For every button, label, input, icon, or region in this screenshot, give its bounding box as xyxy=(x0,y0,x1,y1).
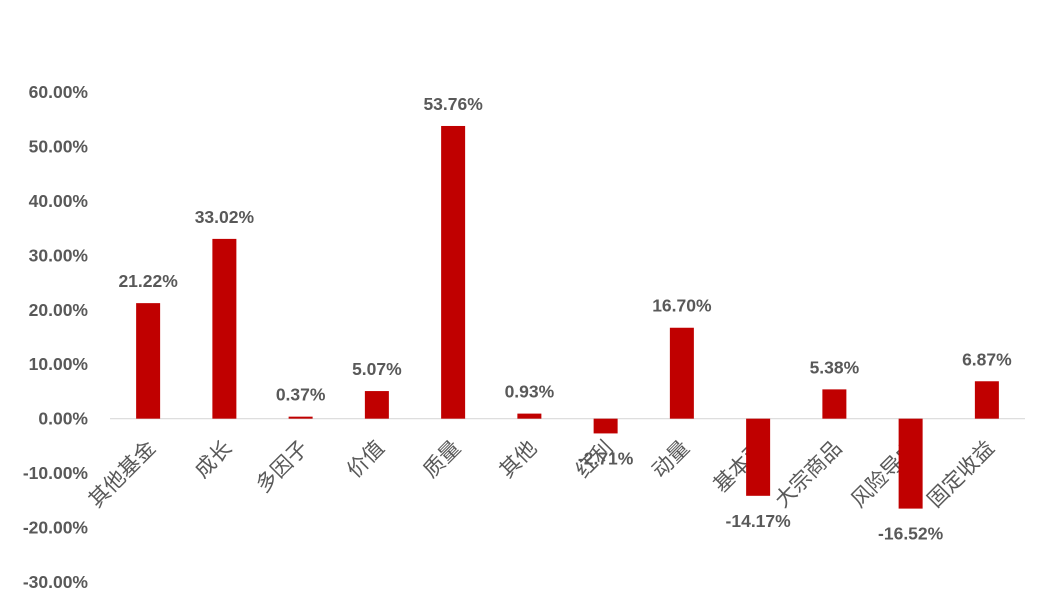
bars xyxy=(136,125,999,509)
y-tick-label: -10.00% xyxy=(23,463,89,483)
bar xyxy=(746,418,771,496)
y-tick-label: 50.00% xyxy=(29,136,89,156)
data-label: 5.38% xyxy=(810,357,860,377)
data-label: -2.71% xyxy=(578,448,634,468)
bar xyxy=(898,418,923,509)
data-label: -16.52% xyxy=(878,524,944,544)
data-label: 16.70% xyxy=(652,296,712,316)
bar xyxy=(364,391,389,419)
bar xyxy=(669,327,694,419)
data-label: 21.22% xyxy=(118,271,178,291)
bar xyxy=(517,413,542,419)
data-label: 6.87% xyxy=(962,349,1012,369)
y-axis-tick-labels: 60.00% 50.00% 40.00% 30.00% 20.00% 10.00% 0.00… xyxy=(23,82,89,592)
y-tick-label: -30.00% xyxy=(23,572,89,592)
data-labels: 21.22% 33.02% 0.37% 5.07% 53.76% 0.93% -2.71% 1… xyxy=(118,94,1012,544)
data-label: -14.17% xyxy=(726,511,792,531)
y-tick-label: 20.00% xyxy=(29,300,89,320)
data-label: 5.07% xyxy=(352,359,402,379)
bar xyxy=(593,418,618,434)
y-tick-label: 30.00% xyxy=(29,245,89,265)
y-tick-label: 10.00% xyxy=(29,354,89,374)
data-label: 0.93% xyxy=(505,382,555,402)
bar xyxy=(288,416,313,419)
bar xyxy=(974,381,999,419)
data-label: 53.76% xyxy=(423,94,483,114)
data-label: 33.02% xyxy=(195,207,255,227)
y-tick-label: -20.00% xyxy=(23,518,89,538)
bar xyxy=(212,238,237,419)
data-label: 0.37% xyxy=(276,385,326,405)
y-tick-label: 60.00% xyxy=(29,82,89,102)
bar xyxy=(441,125,466,419)
y-tick-label: 0.00% xyxy=(38,409,88,429)
y-tick-label: 40.00% xyxy=(29,191,89,211)
bar xyxy=(822,389,847,419)
bar xyxy=(136,303,161,419)
